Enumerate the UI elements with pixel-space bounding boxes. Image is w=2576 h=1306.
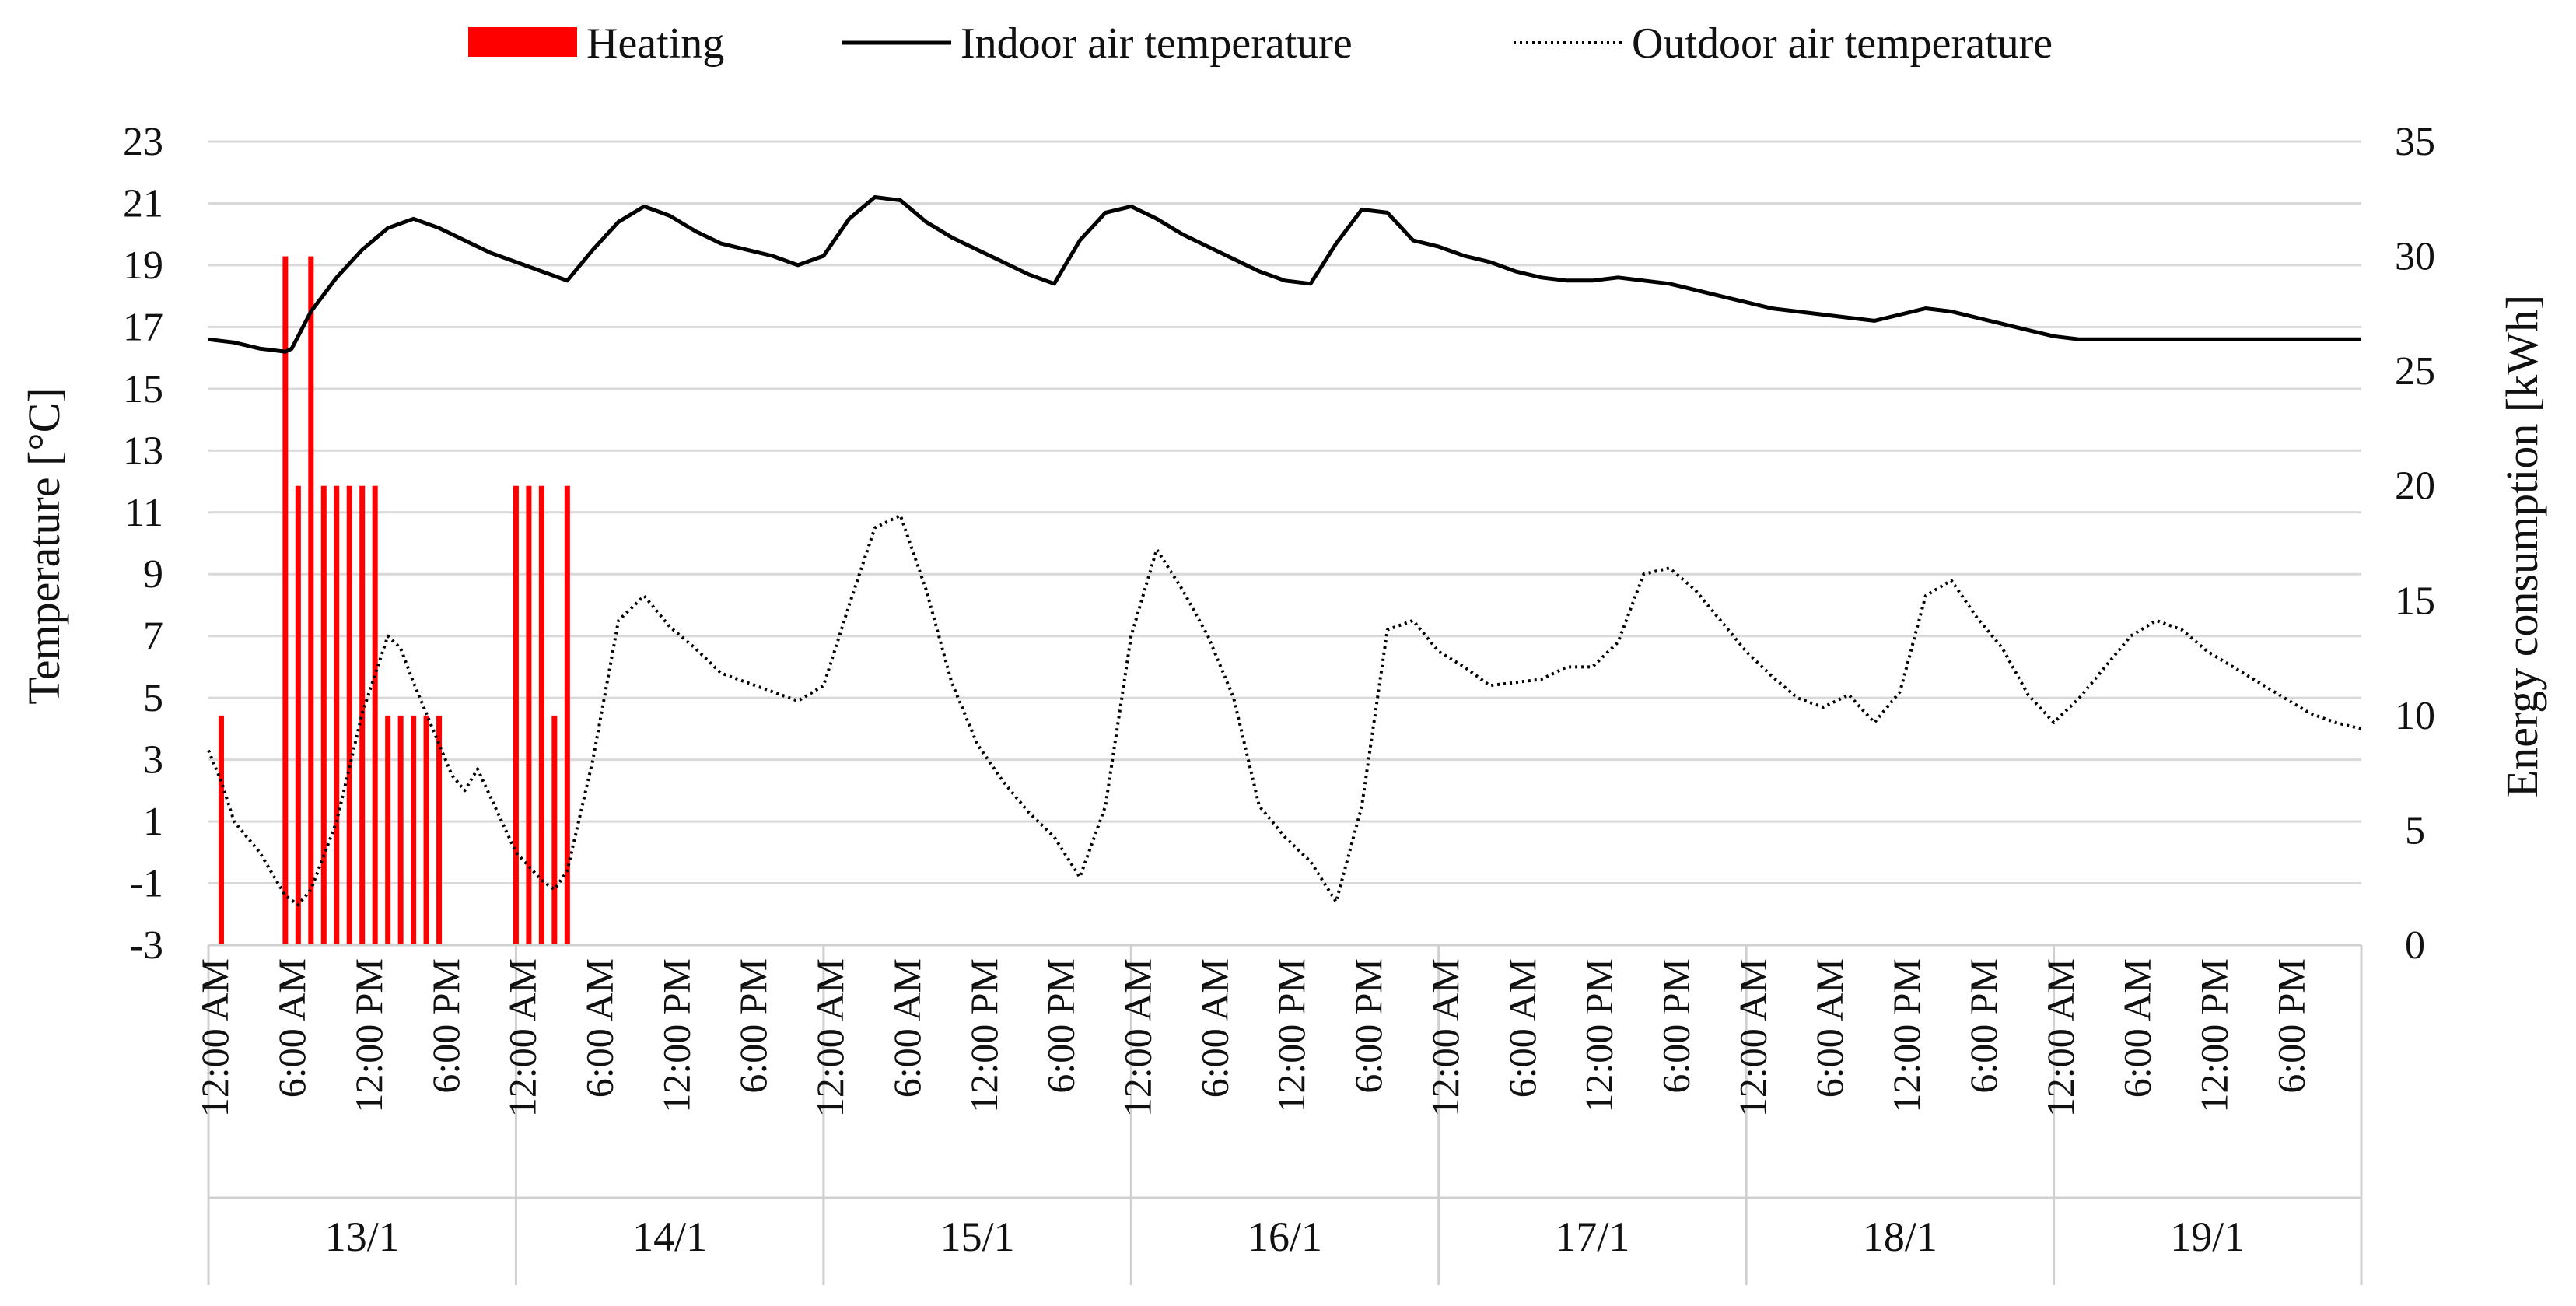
x-time-label: 12:00 PM [347,958,390,1113]
x-time-label: 12:00 PM [962,958,1006,1113]
x-day-label: 15/1 [940,1213,1015,1260]
x-time-label: 12:00 PM [2193,958,2236,1113]
x-time-label: 12:00 AM [808,958,852,1117]
y-tick-left-label: -3 [130,923,163,968]
y-tick-right-label: 0 [2405,923,2425,968]
y-axis-title-right: Energy consumption [kWh] [2497,295,2547,797]
x-day-label: 18/1 [1863,1213,1937,1260]
x-time-label: 6:00 AM [2116,958,2159,1098]
y-tick-right-label: 10 [2395,694,2435,738]
x-time-label: 6:00 PM [2269,958,2312,1094]
y-tick-right-label: 5 [2405,808,2425,853]
y-tick-left-label: 21 [123,181,163,226]
heating-bars [218,256,570,946]
heating-bar [295,485,301,945]
legend-swatch-heating [468,27,577,57]
outdoor-temperature-line [207,513,2362,907]
heating-bar [282,256,289,946]
x-ticks: 13/1 12:00 AM 6:00 AM 12:00 PM 6:00 PM 14/1 12… [193,958,2312,1260]
x-day-label: 13/1 [325,1213,400,1260]
y-tick-left-label: 11 [124,491,163,535]
x-time-label: 12:00 AM [1116,958,1160,1117]
x-day-label: 17/1 [1555,1213,1629,1260]
x-time-label: 6:00 PM [1346,958,1390,1094]
legend-label: Outdoor air temperature [1632,19,2053,68]
heating-bar [551,715,558,945]
x-time-label: 6:00 AM [1808,958,1851,1098]
x-time-label: 12:00 AM [501,958,544,1117]
x-time-label: 6:00 PM [424,958,467,1094]
legend: Heating Indoor air temperature Outdoor air… [468,19,2053,68]
heating-bar [564,485,570,945]
y-tick-right-label: 15 [2395,579,2435,623]
y-tick-left-label: 17 [123,305,163,349]
x-day-label: 19/1 [2170,1213,2245,1260]
x-time-label: 6:00 PM [1962,958,2005,1094]
x-time-label: 12:00 PM [1269,958,1313,1113]
x-time-label: 6:00 AM [270,958,313,1098]
heating-bar [359,485,366,945]
heating-bar [385,715,391,945]
heating-bar [436,715,443,945]
x-time-label: 12:00 AM [2039,958,2082,1117]
x-time-label: 12:00 PM [654,958,698,1113]
x-day-label: 14/1 [632,1213,707,1260]
heating-bar [334,485,340,945]
x-time-label: 12:00 PM [1885,958,1928,1113]
heating-bar [320,485,327,945]
x-time-label: 6:00 AM [1500,958,1544,1098]
heating-bar [397,715,404,945]
y-tick-left-label: 19 [123,243,163,288]
x-time-label: 12:00 PM [1577,958,1621,1113]
x-time-label: 6:00 PM [1039,958,1083,1094]
y-tick-left-label: 7 [143,614,163,659]
y-ticks-left: 23 21 19 17 15 13 11 9 7 5 3 1 -1 -3 [123,120,163,968]
y-tick-left-label: 5 [143,676,163,720]
heating-bar [218,715,224,945]
heating-bar [372,485,378,945]
x-time-label: 6:00 PM [731,958,775,1094]
x-time-label: 12:00 AM [193,958,236,1117]
x-time-label: 12:00 AM [1731,958,1774,1117]
heating-bar [423,715,429,945]
y-tick-right-label: 30 [2395,235,2435,279]
x-time-label: 12:00 AM [1423,958,1467,1117]
legend-label: Indoor air temperature [961,19,1353,68]
heating-bar [526,485,532,945]
axes [207,944,2363,1285]
y-tick-right-label: 35 [2395,120,2435,164]
y-tick-left-label: 15 [123,367,163,411]
legend-label: Heating [586,19,724,68]
heating-bar [513,485,519,945]
x-day-label: 16/1 [1248,1213,1322,1260]
y-tick-left-label: 13 [123,429,163,473]
y-tick-left-label: 3 [143,738,163,783]
heating-bar [538,485,544,945]
y-tick-left-label: 9 [143,552,163,597]
y-tick-left-label: 23 [123,120,163,164]
y-tick-left-label: 1 [143,800,163,844]
y-axis-title-left: Temperature [°C] [19,387,69,704]
y-ticks-right: 35 30 25 20 15 10 5 0 [2395,120,2435,968]
heating-bar [346,485,352,945]
temperature-lines [207,195,2362,907]
x-time-label: 6:00 AM [885,958,929,1098]
x-time-label: 6:00 AM [1192,958,1236,1098]
y-tick-right-label: 25 [2395,349,2435,394]
indoor-temperature-line [208,195,2361,354]
y-tick-right-label: 20 [2395,464,2435,509]
y-tick-left-label: -1 [130,862,163,906]
heating-bar [308,256,314,946]
x-time-label: 6:00 PM [1654,958,1698,1094]
x-time-label: 6:00 AM [578,958,621,1098]
heating-bar [411,715,417,945]
